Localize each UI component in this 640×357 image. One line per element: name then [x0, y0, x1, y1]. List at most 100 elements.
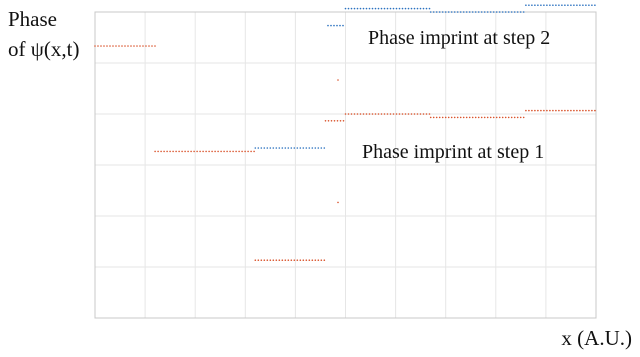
- data-point: [247, 150, 249, 153]
- data-point: [238, 150, 240, 153]
- data-point: [290, 259, 293, 262]
- data-point: [465, 11, 468, 13]
- data-point: [371, 113, 374, 115]
- data-point: [296, 147, 299, 149]
- data-point: [561, 109, 563, 112]
- data-point: [540, 109, 542, 112]
- data-point: [534, 109, 536, 112]
- data-point: [250, 150, 252, 153]
- data-point: [435, 116, 438, 119]
- data-point: [362, 113, 365, 115]
- grid-lines: [95, 12, 596, 318]
- data-point: [543, 109, 545, 112]
- data-point: [296, 259, 299, 262]
- data-point: [371, 7, 374, 10]
- data-point: [244, 150, 246, 153]
- data-point: [416, 113, 419, 115]
- data-point: [546, 4, 548, 6]
- data-point: [510, 11, 513, 13]
- data-point: [103, 45, 105, 47]
- data-point: [459, 11, 462, 13]
- data-point: [531, 109, 533, 112]
- data-point: [498, 116, 501, 119]
- data-point: [269, 147, 272, 149]
- data-point: [380, 7, 383, 10]
- data-point: [220, 150, 222, 153]
- data-point: [342, 24, 344, 27]
- data-point: [327, 120, 330, 122]
- data-point: [214, 150, 216, 153]
- data-point: [489, 11, 492, 13]
- data-point: [549, 109, 551, 112]
- data-point: [109, 45, 111, 47]
- data-point: [339, 120, 342, 122]
- data-point: [422, 113, 425, 115]
- y-axis-label-line-1: Phase: [8, 7, 57, 31]
- data-point: [552, 4, 554, 6]
- data-point: [350, 7, 353, 10]
- data-point: [278, 259, 281, 262]
- data-point: [537, 109, 539, 112]
- stray-data-point: [337, 201, 339, 204]
- data-point: [549, 4, 551, 6]
- data-point: [374, 7, 377, 10]
- data-point: [495, 11, 498, 13]
- data-point: [438, 11, 441, 13]
- data-point: [516, 116, 519, 119]
- data-point: [281, 147, 284, 149]
- data-point: [546, 109, 548, 112]
- data-point: [492, 116, 495, 119]
- data-point: [205, 150, 207, 153]
- data-point: [480, 11, 483, 13]
- data-point: [389, 7, 392, 10]
- data-point: [398, 7, 401, 10]
- data-point: [356, 113, 359, 115]
- series-2: [254, 4, 596, 149]
- data-point: [353, 7, 356, 10]
- data-point: [567, 4, 569, 6]
- data-point: [281, 259, 284, 262]
- data-point: [480, 116, 483, 119]
- data-point: [266, 259, 269, 262]
- data-point: [314, 147, 317, 149]
- data-point: [314, 259, 317, 262]
- data-point: [241, 150, 243, 153]
- data-point: [579, 4, 581, 6]
- data-point: [531, 4, 533, 6]
- data-point: [263, 259, 266, 262]
- data-point: [223, 150, 225, 153]
- data-point: [327, 24, 329, 27]
- annotation-step-2: Phase imprint at step 2: [368, 27, 550, 49]
- data-point: [474, 116, 477, 119]
- data-point: [229, 150, 231, 153]
- data-point: [118, 45, 120, 47]
- data-point: [540, 4, 542, 6]
- data-point: [570, 109, 572, 112]
- data-point: [594, 4, 596, 6]
- data-point: [528, 4, 530, 6]
- data-point: [404, 7, 407, 10]
- data-point: [365, 7, 368, 10]
- data-point: [501, 11, 504, 13]
- data-point: [368, 7, 371, 10]
- data-point: [383, 113, 386, 115]
- data-point: [462, 116, 465, 119]
- data-point: [425, 7, 428, 10]
- data-point: [522, 116, 525, 119]
- data-point: [504, 116, 507, 119]
- data-point: [561, 4, 563, 6]
- data-point: [507, 116, 510, 119]
- data-point: [324, 120, 327, 122]
- data-point: [299, 147, 302, 149]
- data-point: [441, 11, 444, 13]
- data-point: [576, 109, 578, 112]
- data-point: [115, 45, 117, 47]
- data-point: [453, 116, 456, 119]
- data-point: [567, 109, 569, 112]
- y-axis-label-line-2: of ψ(x,t): [8, 37, 80, 61]
- data-point: [447, 11, 450, 13]
- data-point: [489, 116, 492, 119]
- data-point: [260, 147, 263, 149]
- data-point: [413, 7, 416, 10]
- data-point: [404, 113, 407, 115]
